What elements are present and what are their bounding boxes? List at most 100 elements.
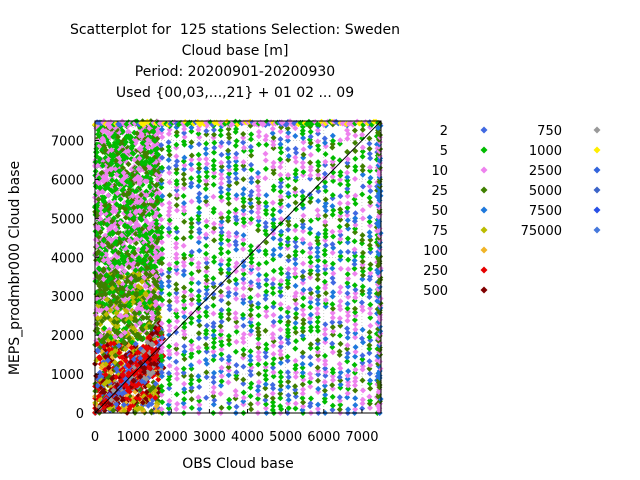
- scatter-point: [122, 139, 129, 145]
- scatter-point: [262, 360, 269, 367]
- scatter-point: [352, 229, 358, 236]
- scatter-point: [285, 222, 292, 228]
- scatter-point: [285, 405, 292, 412]
- y-tick-label: 7000: [51, 134, 84, 149]
- scatter-point: [329, 132, 336, 139]
- scatter-point: [278, 270, 285, 277]
- scatter-point: [299, 248, 306, 255]
- scatter-point: [321, 398, 328, 405]
- scatter-point: [133, 290, 140, 297]
- scatter-point: [210, 294, 217, 301]
- scatter-point: [146, 211, 153, 218]
- scatter-point: [292, 270, 299, 277]
- scatter-point: [225, 289, 232, 296]
- scatter-point: [240, 322, 247, 329]
- scatter-point: [360, 249, 366, 256]
- scatter-point: [129, 193, 136, 200]
- scatter-point: [299, 193, 306, 200]
- scatter-point: [240, 315, 247, 322]
- scatter-point: [180, 400, 187, 407]
- scatter-point: [254, 183, 261, 190]
- scatter-point: [188, 161, 195, 168]
- scatter-point: [210, 162, 217, 169]
- scatter-point: [158, 260, 165, 267]
- legend-label: 750: [537, 124, 562, 139]
- scatter-point: [104, 221, 111, 228]
- scatter-point: [113, 226, 119, 233]
- scatter-point: [344, 334, 351, 341]
- scatter-point: [146, 356, 153, 363]
- scatter-point: [352, 334, 359, 341]
- scatter-point: [126, 237, 133, 244]
- scatter-point: [211, 220, 217, 227]
- scatter-point: [142, 282, 149, 289]
- scatter-point: [181, 386, 188, 393]
- scatter-point: [292, 393, 299, 400]
- scatter-point: [299, 302, 306, 309]
- scatter-point: [134, 349, 141, 356]
- scatter-point: [142, 290, 149, 297]
- scatter-point: [159, 301, 165, 308]
- scatter-point: [352, 155, 359, 162]
- scatter-point: [123, 395, 130, 402]
- scatter-point: [277, 326, 284, 333]
- scatter-point: [367, 261, 374, 268]
- scatter-point: [292, 296, 299, 303]
- scatter-point: [277, 305, 284, 312]
- scatter-point: [210, 310, 217, 317]
- scatter-point: [139, 278, 145, 285]
- scatter-point: [203, 259, 210, 266]
- scatter-point: [218, 151, 225, 158]
- scatter-point: [226, 341, 233, 348]
- scatter-point: [329, 137, 336, 144]
- scatter-point: [138, 191, 145, 198]
- scatter-point: [299, 279, 306, 286]
- scatter-point: [322, 207, 329, 214]
- scatter-point: [225, 230, 232, 236]
- scatter-point: [173, 153, 180, 160]
- scatter-point: [248, 152, 255, 159]
- scatter-point: [314, 263, 321, 270]
- scatter-point: [263, 133, 270, 139]
- scatter-point: [121, 297, 128, 304]
- scatter-point: [210, 193, 217, 200]
- scatter-point: [270, 186, 277, 193]
- scatter-point: [174, 158, 180, 165]
- scatter-point: [300, 320, 307, 327]
- scatter-point: [173, 187, 180, 194]
- scatter-point: [352, 163, 359, 170]
- scatter-point: [329, 314, 336, 321]
- scatter-point: [270, 355, 277, 362]
- scatter-point: [103, 378, 110, 385]
- scatter-point: [131, 156, 138, 163]
- scatter-point: [233, 180, 240, 186]
- scatter-point: [107, 275, 114, 282]
- scatter-point: [166, 126, 173, 133]
- scatter-point: [233, 375, 240, 382]
- scatter-point: [233, 328, 240, 335]
- scatter-point: [262, 295, 269, 302]
- scatter-point: [233, 318, 240, 325]
- scatter-point: [299, 349, 306, 356]
- scatter-point: [344, 208, 351, 215]
- scatter-point: [277, 403, 284, 410]
- scatter-point: [181, 404, 188, 410]
- scatter-point: [211, 169, 218, 176]
- scatter-point: [352, 309, 359, 316]
- scatter-point: [188, 296, 195, 303]
- scatter-point: [307, 151, 314, 158]
- scatter-point: [173, 240, 180, 247]
- scatter-point: [247, 372, 254, 378]
- scatter-point: [181, 380, 188, 387]
- scatter-point: [218, 356, 225, 363]
- scatter-point: [196, 406, 203, 412]
- scatter-point: [314, 337, 321, 344]
- scatter-point: [114, 294, 121, 301]
- scatter-point: [255, 209, 261, 216]
- scatter-point: [115, 390, 122, 397]
- scatter-point: [366, 229, 373, 236]
- scatter-point: [129, 294, 136, 301]
- scatter-point: [98, 282, 104, 289]
- scatter-point: [225, 333, 232, 339]
